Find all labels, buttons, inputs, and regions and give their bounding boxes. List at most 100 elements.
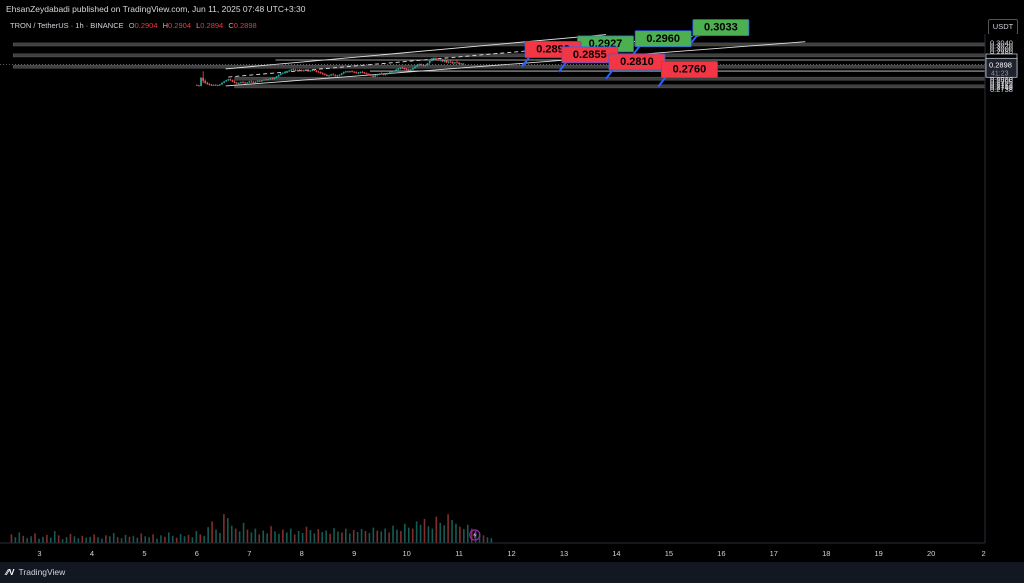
volume-bar xyxy=(301,532,304,543)
volume-bar xyxy=(38,538,40,543)
volume-bar xyxy=(396,529,398,543)
level-pointer xyxy=(605,69,614,80)
candle-body xyxy=(340,73,343,75)
symbol-name[interactable]: TRON / TetherUS · 1h · BINANCE xyxy=(10,21,124,30)
volume-bar xyxy=(148,537,150,543)
volume-bar xyxy=(97,537,99,543)
time-tick-label: 17 xyxy=(770,549,778,558)
candle-body xyxy=(384,73,387,75)
time-tick-label: 9 xyxy=(352,549,356,558)
time-tick-label: 10 xyxy=(402,549,410,558)
candle-body xyxy=(393,70,395,72)
currency-button[interactable]: USDT xyxy=(988,19,1018,35)
volume-bar xyxy=(234,528,237,543)
level-label-text: 0.2855 xyxy=(573,49,607,61)
candle-body xyxy=(307,70,309,72)
candle-body xyxy=(200,77,202,87)
candle-body xyxy=(281,72,284,74)
price-zone xyxy=(12,53,986,58)
time-tick-label: 4 xyxy=(90,549,94,558)
price-tick-label: 0.2749 xyxy=(990,83,1013,92)
candle-body xyxy=(311,69,314,71)
volume-bar xyxy=(337,531,339,543)
candle-body xyxy=(418,64,421,66)
candle-body xyxy=(430,58,433,61)
candle-body xyxy=(279,73,282,75)
volume-bar xyxy=(293,534,296,543)
open-value: 0.2904 xyxy=(134,21,158,30)
time-tick-label: 18 xyxy=(822,549,830,558)
candle-body xyxy=(412,68,414,70)
candle-body xyxy=(252,81,255,83)
candle-body xyxy=(256,80,259,82)
volume-bar xyxy=(262,530,265,543)
candle-body xyxy=(443,60,446,62)
candle-body xyxy=(330,74,333,76)
volume-bar xyxy=(195,531,198,543)
volume-bar xyxy=(431,528,434,543)
volume-bar xyxy=(258,534,261,543)
level-label-box xyxy=(634,30,692,48)
volume-bar xyxy=(152,534,154,543)
volume-bar xyxy=(238,531,241,543)
volume-bar xyxy=(490,538,493,543)
volume-bar xyxy=(112,532,115,543)
volume-bar xyxy=(348,533,351,543)
volume-bar xyxy=(345,528,347,543)
volume-bar xyxy=(309,530,312,543)
volume-bar xyxy=(199,534,202,543)
time-tick-label: 11 xyxy=(455,549,463,558)
time-tick-label: 20 xyxy=(927,549,935,558)
candle-body xyxy=(391,71,393,73)
time-tick-label: 8 xyxy=(300,549,304,558)
candle-body xyxy=(426,63,429,66)
volume-bar xyxy=(49,537,52,543)
candle-body xyxy=(326,75,328,76)
volume-bar xyxy=(120,538,123,543)
tradingview-brand[interactable]: ⁄⁄V TradingView xyxy=(6,567,65,577)
last-price-countdown: 41:23 xyxy=(991,70,1009,77)
volume-bar xyxy=(136,537,139,543)
volume-bar xyxy=(89,536,91,543)
open-label: O xyxy=(128,21,135,30)
volume-bar xyxy=(313,533,316,543)
level-pointer xyxy=(557,62,567,73)
time-axis[interactable]: 3 4 5 6 7 8 9 10 11 12 13 14 15 16 17 18 19 20 2 xyxy=(0,542,986,558)
price-tick-label: 0.2785 xyxy=(990,78,1013,87)
time-tick-label: 2 xyxy=(982,549,986,558)
volume-bar xyxy=(470,528,473,543)
candle-body xyxy=(302,70,305,71)
low-label: L xyxy=(196,21,201,30)
volume-bar xyxy=(352,530,355,543)
candle-body xyxy=(347,71,349,73)
price-zone xyxy=(12,64,986,69)
candle-body xyxy=(286,71,288,73)
candle-body xyxy=(338,74,341,76)
price-channel xyxy=(225,34,806,87)
price-tick-label: 0.2761 xyxy=(990,81,1013,90)
channel-upper-line xyxy=(225,34,607,70)
candle-body xyxy=(397,68,400,70)
volume-bar xyxy=(451,519,453,543)
price-tick-label: 0.2800 xyxy=(990,75,1013,84)
volume-bar xyxy=(305,526,308,543)
candle-body xyxy=(225,80,228,82)
candle-body xyxy=(313,69,316,71)
volume-bar xyxy=(254,528,257,543)
volume-bar xyxy=(42,536,44,543)
candle-body xyxy=(344,71,347,73)
candle-body xyxy=(298,69,301,71)
time-tick-label: 13 xyxy=(560,549,568,558)
volume-bar xyxy=(57,535,60,543)
candle-body xyxy=(208,84,211,85)
volume-bar xyxy=(175,537,178,543)
volume-bar xyxy=(73,536,76,543)
candle-body xyxy=(355,72,358,74)
volume-bar xyxy=(171,535,174,543)
candle-body xyxy=(401,67,404,69)
price-axis[interactable]: 0.30400.30200.30000.29800.29600.29400.29… xyxy=(984,34,1024,543)
price-tick-label: 0.3020 xyxy=(990,42,1013,51)
